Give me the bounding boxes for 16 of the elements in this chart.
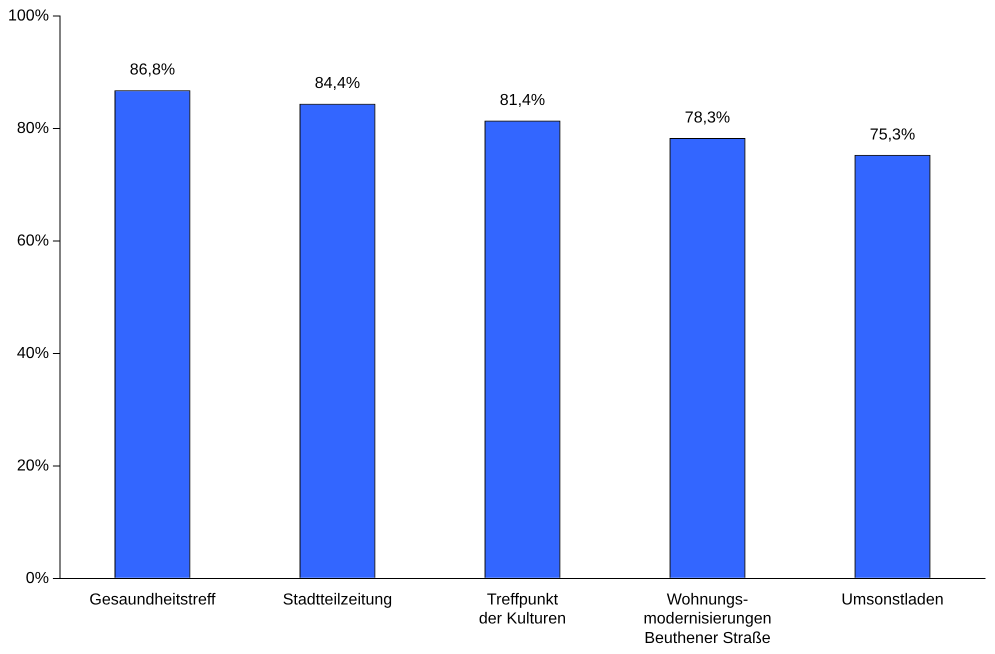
data-label: 78,3% — [684, 109, 730, 126]
data-label: 84,4% — [314, 75, 360, 92]
y-tick-label: 60% — [16, 232, 49, 250]
data-label: 75,3% — [870, 126, 916, 144]
y-tick-label: 20% — [16, 457, 49, 474]
x-tick-label: Umsonstladen — [841, 591, 944, 608]
x-tick-label: Wohnungs- modernisierungen Beuthener Straße — [643, 591, 772, 647]
data-label: 81,4% — [500, 92, 546, 110]
y-tick-label: 100% — [8, 7, 49, 24]
data-label: 86,8% — [130, 62, 176, 79]
x-tick-label: Treffpunkt der Kulturen — [478, 591, 566, 628]
x-tick-label: Gesaundheitstreff — [89, 591, 216, 608]
y-tick-label: 80% — [16, 120, 49, 137]
y-tick-label: 40% — [16, 344, 49, 362]
x-tick-label: Stadtteilzeitung — [282, 591, 392, 608]
y-tick-label: 0% — [26, 570, 49, 587]
